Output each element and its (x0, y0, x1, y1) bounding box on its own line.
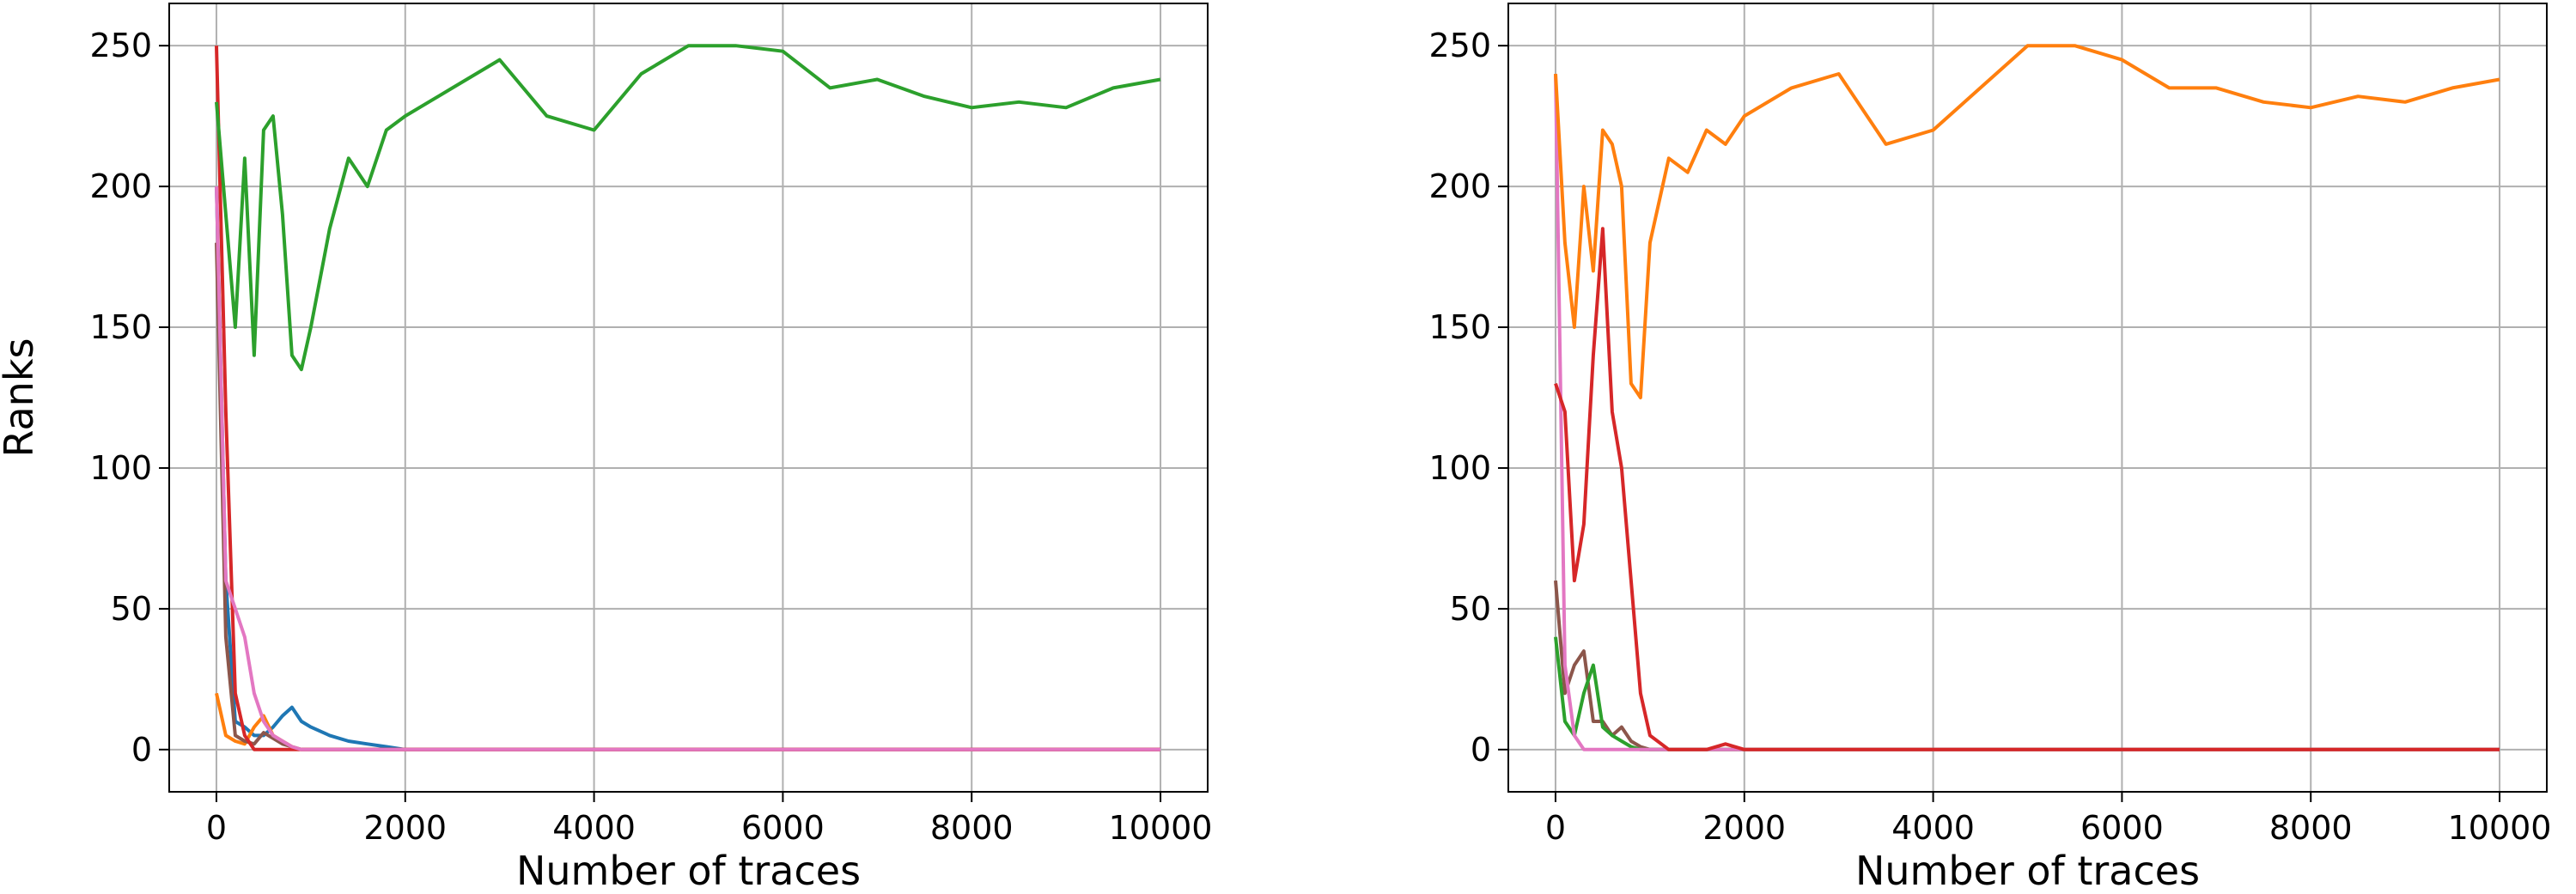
series-line (215, 46, 1160, 751)
y-axis-label: Ranks (0, 338, 42, 458)
plot-frame (1507, 3, 2548, 793)
x-tick-label: 2000 (1702, 809, 1786, 847)
series-line (1554, 44, 2500, 399)
x-tick-label: 6000 (2080, 809, 2164, 847)
y-tick-label: 200 (1428, 167, 1491, 205)
x-tick-label: 8000 (2269, 809, 2353, 847)
x-tick-label: 4000 (552, 809, 636, 847)
y-tick-label: 150 (89, 308, 152, 346)
x-tick-label: 0 (206, 809, 227, 847)
y-tick-label: 100 (1428, 449, 1491, 487)
series-line (215, 44, 1161, 372)
y-tick-label: 100 (89, 449, 152, 487)
series-line (215, 242, 1160, 751)
x-tick-label: 4000 (1891, 809, 1975, 847)
y-tick-label: 200 (89, 167, 152, 205)
x-axis-label: Number of traces (1855, 848, 2200, 894)
series-line (215, 186, 1160, 751)
y-tick-label: 250 (89, 27, 152, 64)
y-tick-label: 50 (111, 590, 152, 628)
y-tick-label: 0 (131, 731, 152, 769)
x-axis-label: Number of traces (516, 848, 861, 894)
series-line (1554, 580, 2500, 751)
series-line (1554, 636, 2500, 751)
x-tick-label: 10000 (1109, 809, 1213, 847)
plot-frame (168, 3, 1209, 793)
series-line (1554, 227, 2500, 751)
y-tick-label: 150 (1428, 308, 1491, 346)
x-tick-label: 8000 (930, 809, 1014, 847)
x-tick-label: 0 (1545, 809, 1566, 847)
series-line (1554, 73, 2500, 751)
y-tick-label: 0 (1471, 731, 1491, 769)
y-tick-label: 250 (1428, 27, 1491, 64)
y-tick-label: 50 (1450, 590, 1491, 628)
x-tick-label: 2000 (363, 809, 447, 847)
x-tick-label: 6000 (741, 809, 825, 847)
x-tick-label: 10000 (2448, 809, 2552, 847)
